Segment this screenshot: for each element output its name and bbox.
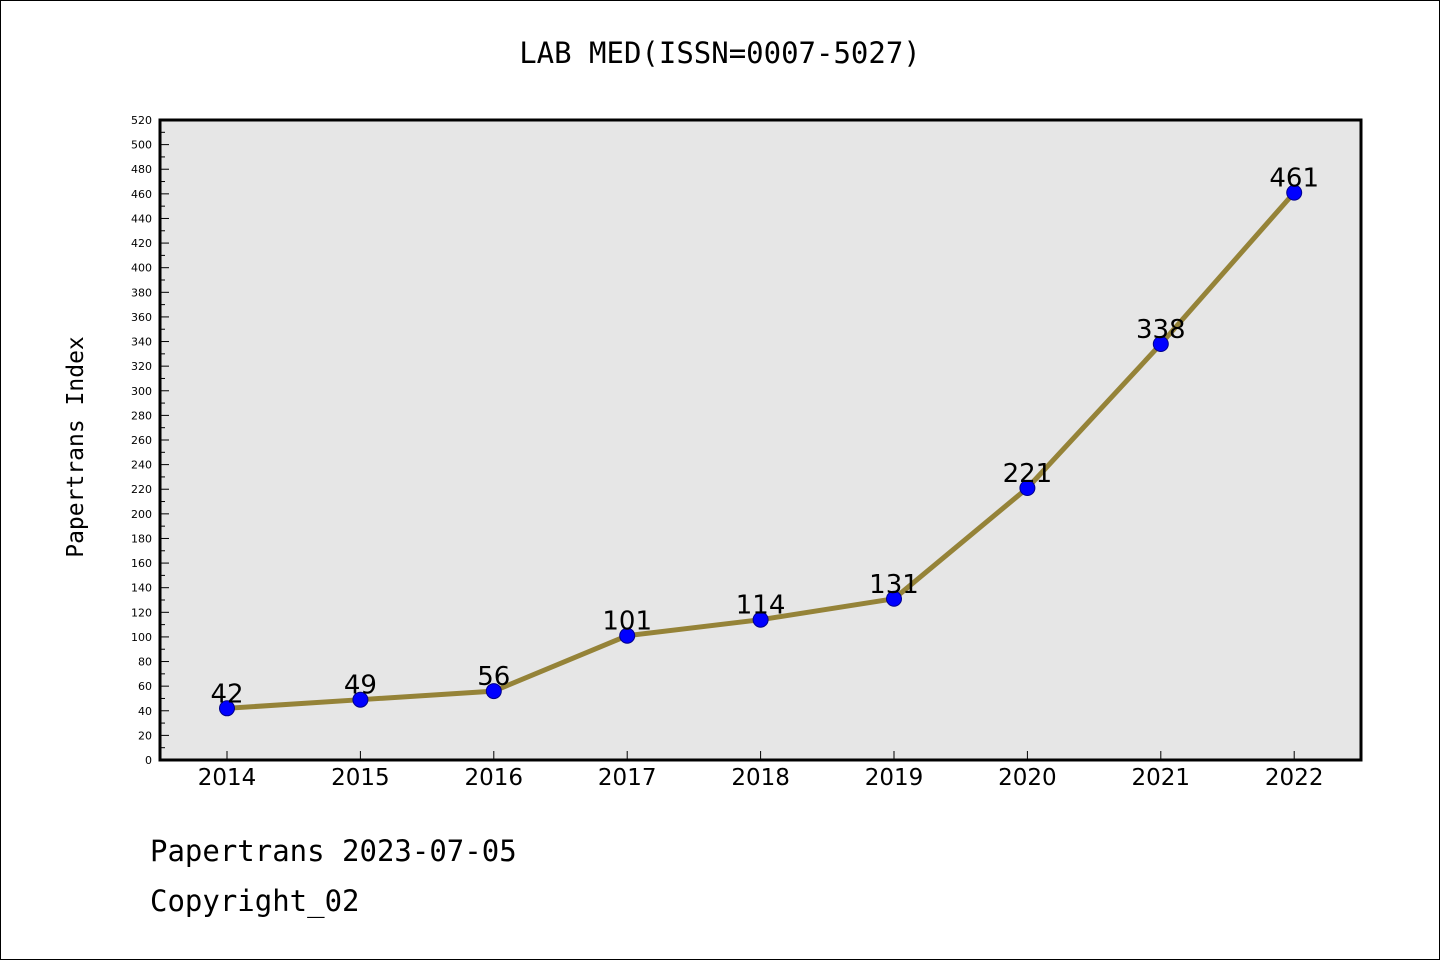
y-tick-label: 240 — [131, 459, 152, 472]
y-tick-label: 20 — [138, 729, 152, 742]
y-tick-label: 260 — [131, 434, 152, 447]
x-tick-label: 2018 — [731, 765, 790, 791]
data-point-label: 131 — [869, 570, 919, 600]
y-tick-label: 0 — [145, 754, 152, 767]
y-tick-label: 460 — [131, 188, 152, 201]
x-axis-ticks: 2014 2015 2016 2017 2018 2019 2020 2021 2022 — [198, 751, 1324, 791]
data-point-marker — [619, 627, 636, 644]
x-tick-label: 2020 — [998, 765, 1057, 791]
data-point-label: 114 — [736, 591, 786, 621]
data-point-label: 221 — [1003, 459, 1053, 489]
data-point-marker — [1152, 336, 1169, 352]
y-tick-label: 100 — [131, 631, 152, 644]
y-tick-label: 120 — [131, 606, 152, 619]
data-point-label: 461 — [1269, 164, 1319, 194]
y-tick-label: 60 — [138, 680, 152, 693]
data-point-label: 42 — [210, 679, 243, 709]
data-point-marker — [485, 683, 502, 700]
y-tick-label: 400 — [131, 262, 152, 275]
data-point-marker — [219, 700, 235, 717]
plot-area — [160, 120, 1361, 760]
y-tick-label: 160 — [131, 557, 152, 570]
series-markers — [219, 184, 1303, 717]
data-point-marker — [352, 691, 369, 708]
y-tick-label: 220 — [131, 483, 152, 496]
y-tick-label: 140 — [131, 582, 152, 595]
y-axis-ticks: 0 20 40 60 80 100 120 140 160 180 200 220 240 260 280 3… — [131, 114, 169, 767]
data-point-marker — [1019, 480, 1036, 496]
y-tick-label: 40 — [138, 705, 152, 718]
y-tick-label: 300 — [131, 385, 152, 398]
x-tick-label: 2015 — [331, 765, 390, 791]
y-tick-label: 180 — [131, 532, 152, 545]
y-tick-label: 360 — [131, 311, 152, 324]
data-point-label: 338 — [1136, 315, 1186, 345]
data-point-marker — [1286, 184, 1303, 201]
y-tick-label: 440 — [131, 212, 152, 225]
y-tick-label: 480 — [131, 163, 152, 176]
footer-copyright: Copyright_02 — [150, 884, 360, 918]
x-tick-label: 2016 — [465, 765, 524, 791]
data-point-marker — [886, 590, 902, 607]
y-tick-label: 320 — [131, 360, 152, 373]
y-tick-label: 520 — [131, 114, 152, 127]
chart-title: LAB MED(ISSN=0007-5027) — [519, 36, 921, 70]
x-tick-label: 2014 — [198, 765, 257, 791]
data-point-label: 49 — [344, 671, 377, 701]
y-tick-label: 80 — [138, 656, 152, 669]
y-tick-label: 500 — [131, 139, 152, 152]
x-tick-label: 2017 — [598, 765, 657, 791]
footer-date: Papertrans 2023-07-05 — [150, 834, 517, 868]
data-point-label: 56 — [477, 662, 510, 692]
y-tick-label: 420 — [131, 237, 152, 250]
data-point-marker — [752, 611, 769, 628]
y-tick-label: 200 — [131, 508, 152, 521]
x-tick-label: 2022 — [1265, 765, 1324, 791]
x-tick-label: 2021 — [1132, 765, 1191, 791]
data-labels: 42 49 56 101 114 131 221 338 461 — [210, 164, 1319, 710]
plot-border — [158, 118, 1363, 762]
y-tick-label: 340 — [131, 336, 152, 349]
y-tick-label: 280 — [131, 409, 152, 422]
x-tick-label: 2019 — [865, 765, 924, 791]
data-point-label: 101 — [602, 607, 652, 637]
y-tick-label: 380 — [131, 286, 152, 299]
